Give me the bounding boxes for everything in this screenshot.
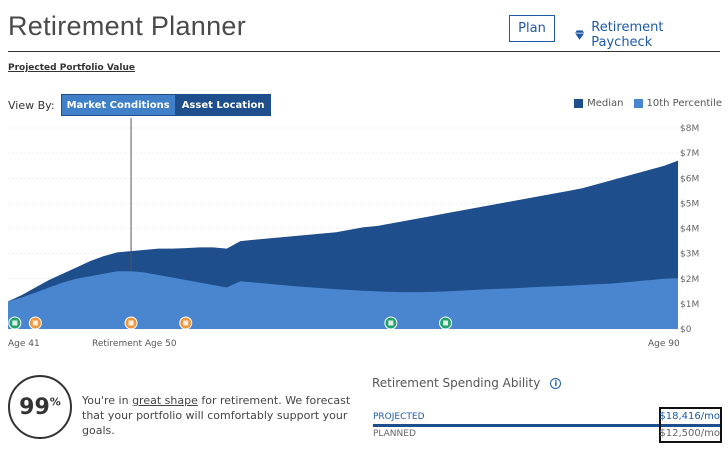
page-title: Retirement Planner <box>8 11 247 41</box>
info-icon[interactable]: i <box>550 377 562 389</box>
age-end-label: Age 90 <box>648 339 680 349</box>
umbrella-icon-glyph <box>183 320 189 326</box>
score-circle: 99% <box>8 375 72 439</box>
retirement-paycheck-link[interactable]: Retirement Paycheck <box>574 20 720 50</box>
y-tick-label: $7M <box>680 149 699 159</box>
diamond-icon <box>574 30 585 40</box>
score-unit: % <box>49 395 61 409</box>
projected-bar <box>373 424 721 427</box>
header: Retirement Planner Plan Retirement Paych… <box>8 0 720 52</box>
chart-legend: Median 10th Percentile <box>570 98 722 109</box>
legend-tenth: 10th Percentile <box>633 98 723 109</box>
market-conditions-button[interactable]: Market Conditions <box>60 94 176 116</box>
legend-tenth-swatch <box>633 99 643 108</box>
legend-median: Median <box>574 98 624 109</box>
spending-values-box <box>659 407 722 443</box>
legend-tenth-label: 10th Percentile <box>646 98 723 109</box>
plan-button[interactable]: Plan <box>509 15 555 42</box>
projected-label: PROJECTED <box>373 412 425 422</box>
score-value: 99% <box>19 395 61 420</box>
score-message-pre: You're in <box>82 394 133 407</box>
y-tick-label: $4M <box>680 225 699 235</box>
score-number: 99 <box>19 394 50 420</box>
score-message-post: for retirement. We forecast that your po… <box>82 394 351 437</box>
planned-value: $12,500/mo <box>659 428 720 439</box>
retirement-age-label: Retirement Age 50 <box>92 339 177 349</box>
asset-location-button[interactable]: Asset Location <box>175 94 271 116</box>
building-icon-glyph <box>388 320 394 326</box>
planned-label: PLANNED <box>373 429 416 439</box>
y-tick-label: $2M <box>680 275 699 285</box>
y-tick-label: $3M <box>680 250 699 260</box>
age-start-label: Age 41 <box>8 339 40 349</box>
graduation-icon-glyph <box>32 320 38 326</box>
legend-median-swatch <box>574 99 584 108</box>
view-by-control: View By: Market Conditions Asset Locatio… <box>8 94 271 116</box>
building-icon-glyph <box>443 320 449 326</box>
y-tick-label: $6M <box>680 174 699 184</box>
y-tick-label: $1M <box>680 300 699 310</box>
tenth-percentile-area <box>8 271 678 329</box>
portfolio-chart[interactable]: $0 $1M $2M $3M $4M $5M $6M $7M $8M <box>0 118 728 338</box>
projected-value: $18,416/mo <box>659 411 720 422</box>
legend-median-label: Median <box>587 98 624 109</box>
view-by-segmented: Market Conditions Asset Location <box>60 94 271 116</box>
y-tick-label: $8M <box>680 124 699 134</box>
great-shape-link[interactable]: great shape <box>132 394 198 407</box>
umbrella-icon-glyph <box>128 320 134 326</box>
score-message: You're in great shape for retirement. We… <box>82 393 352 438</box>
y-tick-label: $0 <box>680 325 692 335</box>
home-icon-glyph <box>12 320 18 326</box>
spending-ability-title: Retirement Spending Ability i <box>372 376 562 390</box>
view-by-label: View By: <box>8 98 55 112</box>
projected-portfolio-value-link[interactable]: Projected Portfolio Value <box>8 63 135 73</box>
spending-title-text: Retirement Spending Ability <box>372 376 541 390</box>
retirement-paycheck-label: Retirement Paycheck <box>591 20 664 50</box>
y-tick-label: $5M <box>680 199 699 209</box>
